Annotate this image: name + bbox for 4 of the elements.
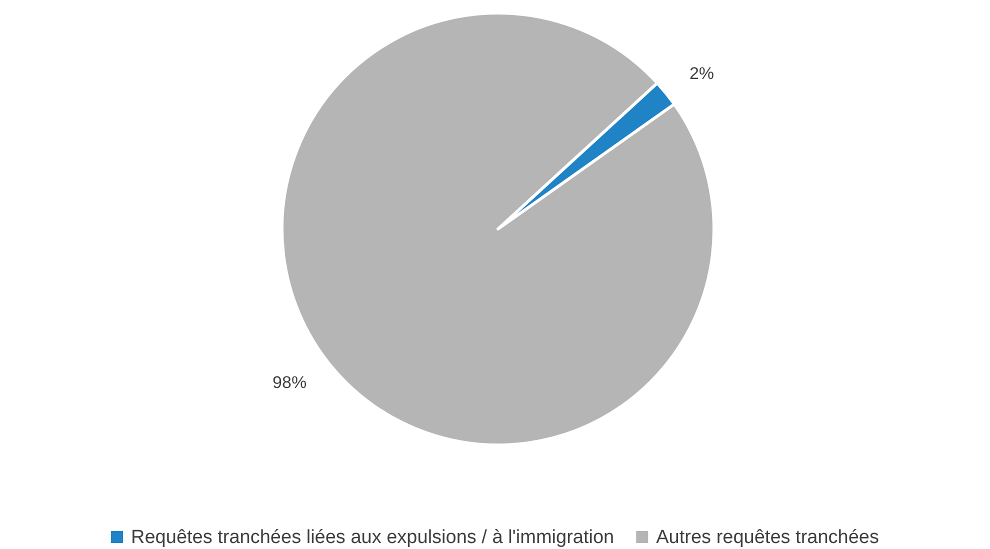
legend-label: Requêtes tranchées liées aux expulsions / à l'immigration (131, 527, 614, 548)
data-label: 98% (272, 372, 307, 392)
data-label: 2% (689, 64, 714, 84)
legend-label: Autres requêtes tranchées (656, 527, 879, 548)
